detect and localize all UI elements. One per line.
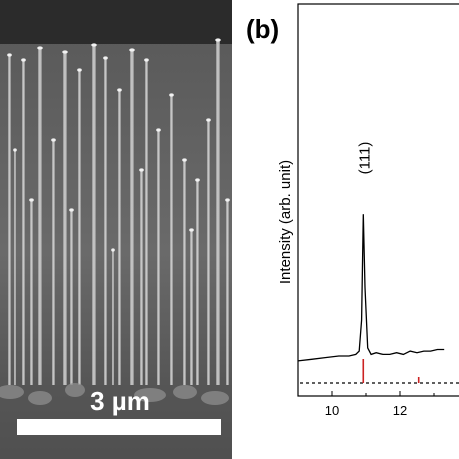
nanowire xyxy=(52,140,55,385)
nanowire-tip xyxy=(195,178,200,182)
nanowire xyxy=(130,50,134,385)
nanowire-tip xyxy=(129,48,135,52)
nanowire xyxy=(22,60,25,385)
nanowire xyxy=(14,150,16,385)
sem-image-panel: 3 µm xyxy=(0,0,232,459)
nanowire xyxy=(207,120,210,385)
nanowire xyxy=(8,55,11,385)
nanowire xyxy=(170,95,173,385)
nanowire-tip xyxy=(156,128,161,132)
debris-cluster xyxy=(173,385,197,399)
nanowire-tip xyxy=(69,208,74,212)
nanowire-tip xyxy=(7,53,12,57)
nanowire-tip xyxy=(144,58,149,62)
nanowire-tip xyxy=(139,168,144,172)
nanowire-tip xyxy=(225,198,230,202)
nanowire-tip xyxy=(13,148,17,152)
nanowire-tip xyxy=(91,43,97,47)
nanowire xyxy=(190,230,193,385)
nanowire-tip xyxy=(117,88,122,92)
substrate-debris xyxy=(0,383,229,405)
nanowire-tip xyxy=(189,228,194,232)
nanowire-tip xyxy=(37,46,43,50)
nanowire-tip xyxy=(62,50,68,54)
plot-frame xyxy=(297,3,459,397)
nanowire xyxy=(226,200,229,385)
nanowire-tip xyxy=(77,68,82,72)
nanowire xyxy=(70,210,73,385)
nanowire xyxy=(183,160,186,385)
y-axis-label: Intensity (arb. unit) xyxy=(277,160,294,284)
nanowire-tip xyxy=(182,158,187,162)
nanowire xyxy=(140,170,143,385)
debris-cluster xyxy=(65,383,85,397)
peak-label-111: (111) xyxy=(356,142,373,175)
nanowire-tip xyxy=(21,58,26,62)
nanowire xyxy=(78,70,81,385)
debris-cluster xyxy=(134,388,166,402)
nanowire xyxy=(104,58,107,385)
nanowire-array xyxy=(7,38,230,385)
nanowire xyxy=(216,40,220,385)
sem-top-band xyxy=(0,0,232,44)
x-tick-label: 10 xyxy=(325,403,339,418)
nanowire xyxy=(118,90,121,385)
nanowire-tip xyxy=(111,248,115,252)
xrd-plot-panel: (b) Intensity (arb. unit) 10121 (111) xyxy=(246,3,459,418)
panel-label-b: (b) xyxy=(246,14,279,44)
nanowire-tip xyxy=(51,138,56,142)
nanowire xyxy=(196,180,199,385)
nanowire xyxy=(112,250,114,385)
debris-cluster xyxy=(0,385,24,399)
nanowire-tip xyxy=(103,56,108,60)
nanowire xyxy=(63,52,67,385)
chart-layer: 10121 xyxy=(297,214,459,418)
debris-cluster xyxy=(201,391,229,405)
nanowire-tip xyxy=(215,38,221,42)
nanowire xyxy=(157,130,160,385)
nanowire-tip xyxy=(169,93,174,97)
scale-bar-label: 3 µm xyxy=(90,386,150,416)
nanowire xyxy=(30,200,33,385)
debris-cluster xyxy=(28,391,52,405)
nanowire xyxy=(145,60,148,385)
scale-bar xyxy=(17,419,221,435)
xrd-series-line xyxy=(297,214,445,362)
nanowire-tip xyxy=(29,198,34,202)
nanowire xyxy=(38,48,42,385)
x-tick-label: 12 xyxy=(393,403,407,418)
nanowire-tip xyxy=(206,118,211,122)
nanowire xyxy=(92,45,96,385)
